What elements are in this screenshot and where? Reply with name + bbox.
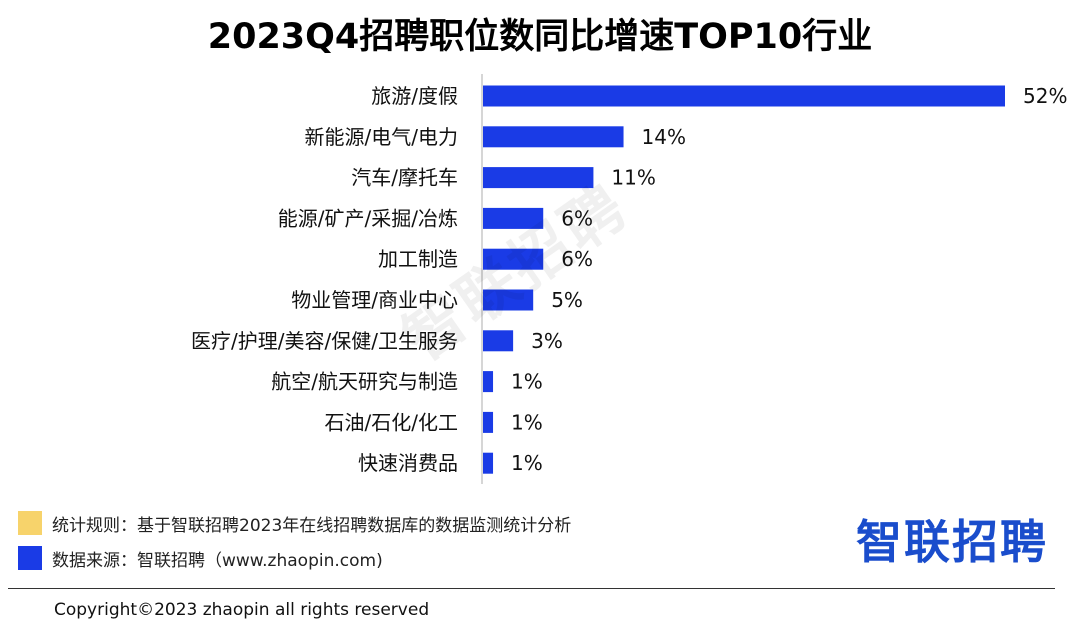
- value-label: 1%: [511, 451, 543, 475]
- logo-text: 智联招聘: [856, 515, 1048, 569]
- value-label: 5%: [551, 288, 583, 312]
- category-label: 物业管理/商业中心: [291, 288, 458, 312]
- copyright-text: Copyright©2023 zhaopin all rights reserv…: [54, 600, 430, 620]
- legend-item-source: 数据来源：智联招聘（www.zhaopin.com): [18, 545, 383, 571]
- legend-source-text: 数据来源：智联招聘（www.zhaopin.com): [52, 550, 383, 571]
- value-label: 3%: [531, 329, 563, 353]
- bar: [483, 207, 544, 229]
- value-label: 6%: [561, 206, 593, 230]
- category-label: 航空/航天研究与制造: [271, 370, 458, 394]
- bar: [483, 371, 494, 393]
- value-label: 52%: [1023, 84, 1067, 108]
- legend-item-rule: 统计规则：基于智联招聘2023年在线招聘数据库的数据监测统计分析: [18, 510, 571, 536]
- category-label: 医疗/护理/美容/保健/卫生服务: [191, 329, 458, 353]
- value-label: 1%: [511, 370, 543, 394]
- category-label: 加工制造: [378, 247, 458, 271]
- category-label: 旅游/度假: [371, 84, 458, 108]
- footer-divider: [8, 588, 1055, 589]
- legend-swatch-yellow: [18, 511, 42, 535]
- category-label: 汽车/摩托车: [351, 166, 458, 190]
- legend-swatch-blue: [18, 546, 42, 570]
- value-label: 11%: [611, 166, 655, 190]
- category-label: 新能源/电气/电力: [305, 125, 458, 149]
- value-label: 6%: [561, 247, 593, 271]
- value-label: 1%: [511, 410, 543, 434]
- bar-chart: 旅游/度假 52% 新能源/电气/电力 14% 汽车/摩托车 11% 能源/矿产/采掘/冶炼…: [191, 74, 1067, 484]
- chart-title: 2023Q4招聘职位数同比增速TOP10行业: [207, 17, 873, 57]
- bar: [483, 248, 544, 270]
- value-label: 14%: [642, 125, 686, 149]
- bar: [483, 452, 494, 474]
- bar: [483, 330, 514, 352]
- bar: [483, 126, 624, 148]
- bar: [483, 85, 1005, 107]
- legend-rule-text: 统计规则：基于智联招聘2023年在线招聘数据库的数据监测统计分析: [52, 515, 572, 536]
- category-label: 快速消费品: [358, 451, 458, 475]
- category-label: 能源/矿产/采掘/冶炼: [278, 206, 458, 230]
- zhaopin-logo: 智联招聘: [856, 506, 1048, 572]
- bar: [483, 289, 534, 311]
- bar: [483, 167, 594, 189]
- category-label: 石油/石化/化工: [325, 410, 458, 434]
- bar: [483, 411, 494, 433]
